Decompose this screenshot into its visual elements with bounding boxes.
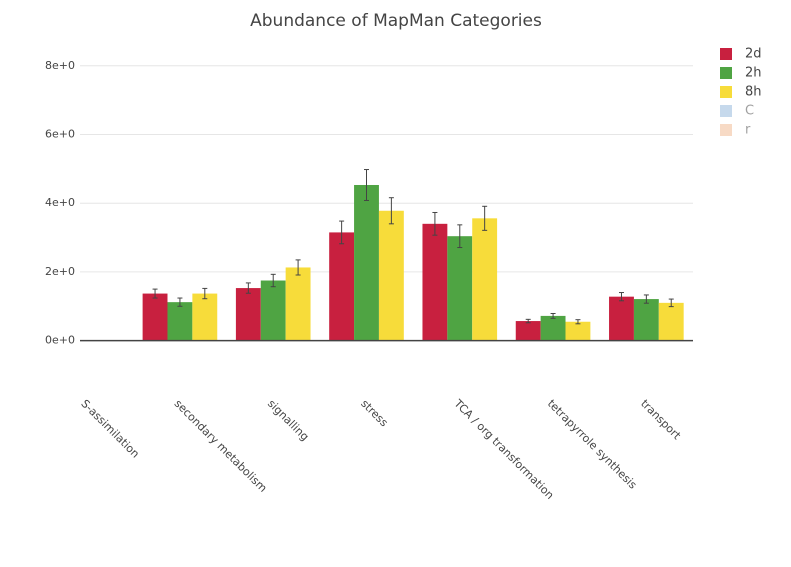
legend-label: 2d: [745, 47, 762, 62]
error-bar: [432, 211, 438, 236]
bar: [422, 223, 448, 341]
error-bar: [202, 287, 208, 300]
legend-label: 8h: [745, 85, 762, 100]
error-bar: [457, 224, 463, 249]
error-bar: [575, 319, 581, 325]
bar: [167, 302, 193, 341]
legend-label: 2h: [745, 66, 762, 81]
legend-swatch: [720, 67, 732, 79]
y-tick-label: 0e+0: [45, 334, 75, 347]
bar: [447, 236, 473, 341]
bar: [540, 315, 566, 341]
error-bar: [482, 205, 488, 231]
error-bar: [364, 169, 369, 201]
error-bar: [295, 259, 301, 276]
error-bar: [388, 197, 394, 225]
error-bar: [618, 292, 624, 302]
error-bar: [270, 273, 276, 288]
bar: [378, 210, 404, 341]
y-tick-label: 6e+0: [45, 127, 75, 140]
bar: [260, 280, 286, 341]
bar: [609, 296, 634, 341]
legend-swatch: [720, 124, 732, 136]
x-tick-label: tetrapyrrole synthesis: [545, 397, 640, 492]
legend-label: C: [745, 104, 754, 119]
legend-swatch: [720, 48, 732, 60]
error-bar: [177, 297, 183, 307]
legend-swatch: [720, 86, 732, 98]
bar: [329, 232, 355, 341]
x-tick-label: TCA / org transformation: [451, 396, 557, 502]
bar: [142, 293, 168, 341]
bar: [285, 267, 311, 341]
error-bar: [550, 312, 556, 319]
bar: [658, 302, 684, 341]
y-tick-label: 4e+0: [45, 196, 75, 209]
y-tick-label: 2e+0: [45, 265, 75, 278]
bar: [515, 321, 541, 341]
error-bar: [643, 294, 649, 304]
error-bar: [152, 288, 158, 299]
x-tick-label: transport: [638, 397, 684, 443]
legend-swatch: [720, 105, 732, 117]
error-bar: [525, 318, 531, 324]
bar: [192, 293, 218, 341]
y-tick-label: 8e+0: [45, 59, 75, 72]
error-bar: [668, 298, 674, 308]
x-tick-label: signalling: [265, 397, 311, 443]
bar: [633, 299, 659, 341]
bar: [472, 218, 498, 341]
error-bar: [245, 282, 251, 294]
bar: [565, 321, 591, 341]
chart-title: Abundance of MapMan Categories: [250, 11, 542, 31]
x-tick-label: secondary metabolism: [172, 397, 270, 495]
error-bar: [339, 220, 345, 245]
bar: [354, 184, 379, 341]
x-tick-label: stress: [358, 397, 390, 429]
x-tick-label: S-assimilation: [78, 397, 142, 461]
legend-label: r: [745, 123, 751, 138]
bar: [235, 288, 261, 341]
